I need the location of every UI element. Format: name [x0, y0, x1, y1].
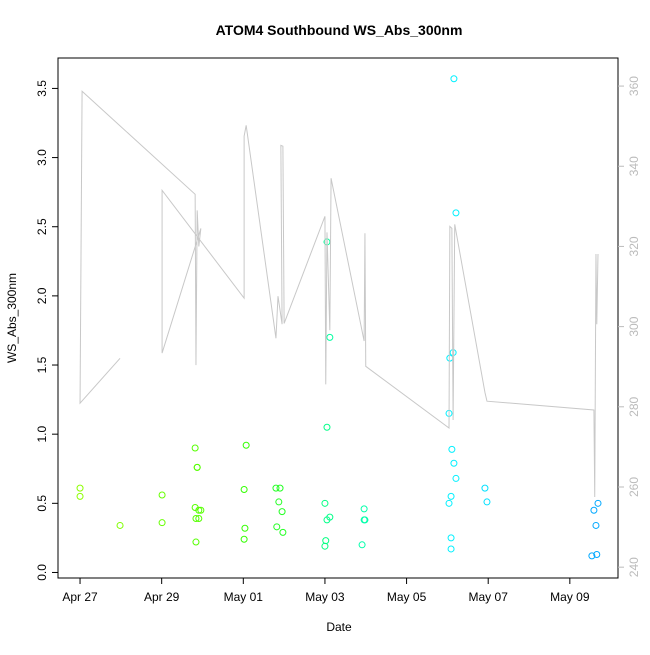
y-tick-label: 1.0 [35, 426, 49, 443]
data-point [276, 484, 284, 492]
y-tick-label: 0.5 [35, 495, 49, 512]
y2-tick-label: 360 [627, 76, 641, 96]
data-point [446, 354, 454, 362]
data-point [588, 552, 596, 560]
data-point [448, 445, 456, 453]
chart-title: ATOM4 Southbound WS_Abs_300nm [216, 22, 463, 38]
y2-tick-label: 260 [627, 477, 641, 497]
x-tick-label: May 07 [469, 590, 509, 604]
data-point [450, 75, 458, 83]
data-point [273, 523, 281, 531]
data-point [358, 541, 366, 549]
data-point [445, 499, 453, 507]
x-tick-label: May 01 [224, 590, 264, 604]
data-point [360, 516, 368, 524]
data-point [322, 537, 330, 545]
data-point [360, 505, 368, 513]
plot-frame [57, 57, 619, 579]
data-point [275, 498, 283, 506]
data-point [241, 524, 249, 532]
data-point [323, 423, 331, 431]
y2-tick-label: 340 [627, 156, 641, 176]
data-point [158, 519, 166, 527]
y-tick-label: 3.5 [35, 80, 49, 97]
data-point [158, 491, 166, 499]
data-point [278, 508, 286, 516]
data-point [321, 542, 329, 550]
data-point [195, 515, 203, 523]
data-point [76, 492, 84, 500]
data-point [450, 459, 458, 467]
data-point [197, 506, 205, 514]
y-tick-label: 3.0 [35, 149, 49, 166]
data-point [326, 513, 334, 521]
data-point [279, 528, 287, 536]
data-point [191, 444, 199, 452]
y-axis-label: WS_Abs_300nm [5, 273, 19, 363]
data-point [321, 499, 329, 507]
data-point [447, 545, 455, 553]
y2-tick-label: 240 [627, 557, 641, 577]
data-point [76, 484, 84, 492]
data-point [240, 485, 248, 493]
x-tick-label: Apr 29 [144, 590, 180, 604]
data-point [483, 498, 491, 506]
x-tick-label: Apr 27 [62, 590, 98, 604]
data-point [326, 333, 334, 341]
y-tick-label: 0.0 [35, 564, 49, 581]
data-point [452, 474, 460, 482]
y2-tick-label: 320 [627, 236, 641, 256]
data-point [447, 492, 455, 500]
data-point [193, 463, 201, 471]
data-line [79, 90, 599, 498]
y-tick-label: 2.0 [35, 287, 49, 304]
data-point [594, 499, 602, 507]
data-point [593, 550, 601, 558]
data-point [195, 506, 203, 514]
x-axis-label: Date [326, 620, 352, 634]
data-point [447, 534, 455, 542]
data-point [452, 209, 460, 217]
data-point [192, 538, 200, 546]
y2-tick-label: 280 [627, 396, 641, 416]
data-point [481, 484, 489, 492]
data-point [272, 484, 280, 492]
y2-tick-label: 300 [627, 316, 641, 336]
data-point [590, 506, 598, 514]
data-point [592, 521, 600, 529]
x-tick-label: May 03 [305, 590, 345, 604]
data-point [240, 535, 248, 543]
y-tick-label: 2.5 [35, 218, 49, 235]
y-tick-label: 1.5 [35, 356, 49, 373]
data-point [192, 515, 200, 523]
data-point [242, 441, 250, 449]
x-tick-label: May 05 [387, 590, 427, 604]
x-tick-label: May 09 [550, 590, 590, 604]
data-point [116, 521, 124, 529]
